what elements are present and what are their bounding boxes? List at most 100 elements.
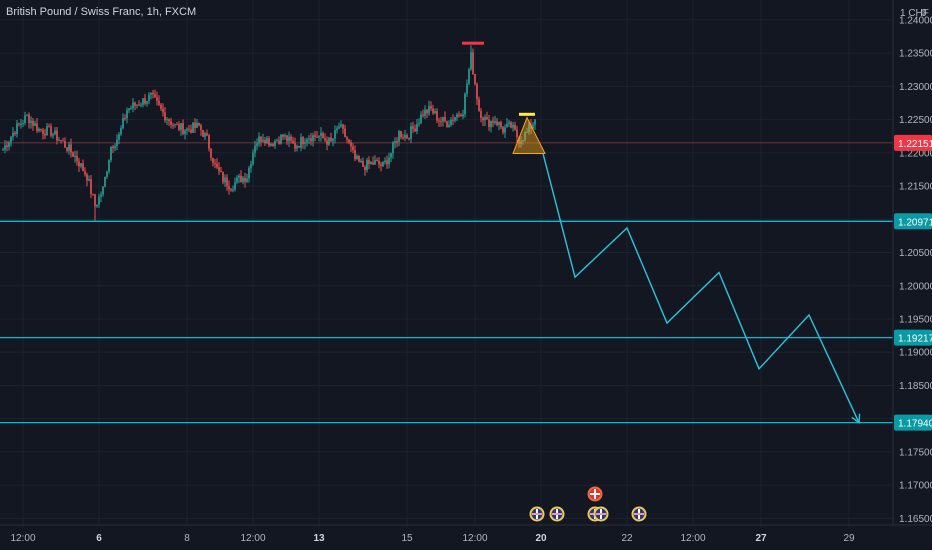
candle-body [436, 111, 438, 121]
candle-body [240, 175, 242, 183]
candle-body [102, 186, 104, 195]
candle-body [372, 162, 374, 165]
candle-body [376, 160, 378, 162]
candle-body [448, 124, 450, 128]
x-tick-label: 22 [621, 533, 633, 544]
candle-body [184, 130, 186, 134]
candle-body [290, 136, 292, 141]
candle-body [110, 146, 112, 160]
candle-body [392, 142, 394, 154]
candle-body [422, 114, 424, 116]
x-tick-label: 6 [96, 533, 102, 544]
candle-body [424, 109, 426, 116]
candle-body [302, 137, 304, 144]
candle-body [196, 122, 198, 128]
candle-body [150, 92, 152, 95]
level-price-label: 1.20971 [894, 213, 932, 230]
low-marker [519, 112, 535, 116]
candle-body [100, 194, 102, 197]
candle-body [512, 124, 514, 128]
candle-body [118, 134, 120, 140]
candle-body [94, 194, 96, 207]
candle-body [346, 137, 348, 140]
candle-body [472, 52, 474, 74]
candle-body [250, 164, 252, 168]
candle-body [432, 108, 434, 114]
candle-body [384, 160, 386, 163]
candle-body [20, 123, 22, 125]
candle-body [488, 119, 490, 128]
candle-body [292, 140, 294, 144]
y-tick-label: 1.22500 [899, 115, 932, 126]
candle-body [380, 164, 382, 166]
candle-body [266, 138, 268, 144]
candle-body [308, 138, 310, 140]
candle-body [368, 160, 370, 164]
candle-body [440, 121, 442, 123]
uk-flag-icon[interactable] [549, 506, 565, 522]
candle-body [416, 124, 418, 132]
candle-body [410, 126, 412, 139]
candle-body [32, 120, 34, 126]
y-tick-label: 1.17500 [899, 447, 932, 458]
chart-title: British Pound / Swiss Franc, 1h, FXCM [6, 6, 197, 18]
candle-body [340, 124, 342, 127]
x-tick-label: 12:00 [240, 533, 265, 544]
price-axis-bg [893, 0, 932, 525]
candle-body [114, 146, 116, 149]
candle-body [192, 122, 194, 133]
candle-body [126, 110, 128, 119]
candle-body [180, 123, 182, 130]
x-tick-label: 29 [843, 533, 855, 544]
uk-flag-icon[interactable] [593, 506, 609, 522]
candle-body [310, 138, 312, 142]
candle-body [268, 138, 270, 146]
uk-flag-icon[interactable] [631, 506, 647, 522]
candle-body [468, 69, 470, 84]
candle-body [418, 122, 420, 125]
time-axis-bg [0, 525, 932, 550]
candle-body [378, 160, 380, 165]
candle-body [128, 108, 130, 111]
candle-body [496, 121, 498, 125]
candle-body [236, 177, 238, 183]
candle-body [98, 196, 100, 205]
candle-body [406, 135, 408, 139]
candle-body [134, 102, 136, 106]
candle-body [90, 179, 92, 194]
candle-body [260, 136, 262, 142]
candle-body [270, 143, 272, 146]
uk-flag-icon[interactable] [529, 506, 545, 522]
x-tick-label: 8 [184, 533, 190, 544]
y-tick-label: 1.19500 [899, 314, 932, 325]
candle-body [506, 123, 508, 128]
candle-body [264, 139, 266, 144]
candle-body [288, 136, 290, 142]
candle-body [28, 114, 30, 124]
candle-body [336, 128, 338, 131]
candle-body [12, 132, 14, 137]
y-tick-label: 1.18500 [899, 381, 932, 392]
candle-body [458, 114, 460, 116]
candle-body [162, 108, 164, 113]
x-tick-label: 12:00 [10, 533, 35, 544]
candle-body [40, 128, 42, 131]
grid [0, 0, 893, 525]
candle-body [362, 160, 364, 167]
x-tick-label: 27 [755, 533, 767, 544]
candle-body [204, 133, 206, 137]
candle-body [532, 124, 534, 129]
svg-text:1.22151: 1.22151 [898, 139, 932, 150]
y-tick-label: 1.23500 [899, 49, 932, 60]
current-price-label: 1.22151 [894, 134, 932, 151]
candle-body [158, 100, 160, 105]
candle-body [26, 114, 28, 116]
candle-body [238, 175, 240, 178]
candle-body [136, 104, 138, 106]
swiss-flag-icon[interactable] [587, 486, 603, 502]
svg-text:1.17940: 1.17940 [898, 419, 932, 430]
candle-body [160, 104, 162, 109]
candle-body [70, 144, 72, 153]
candle-body [202, 129, 204, 137]
